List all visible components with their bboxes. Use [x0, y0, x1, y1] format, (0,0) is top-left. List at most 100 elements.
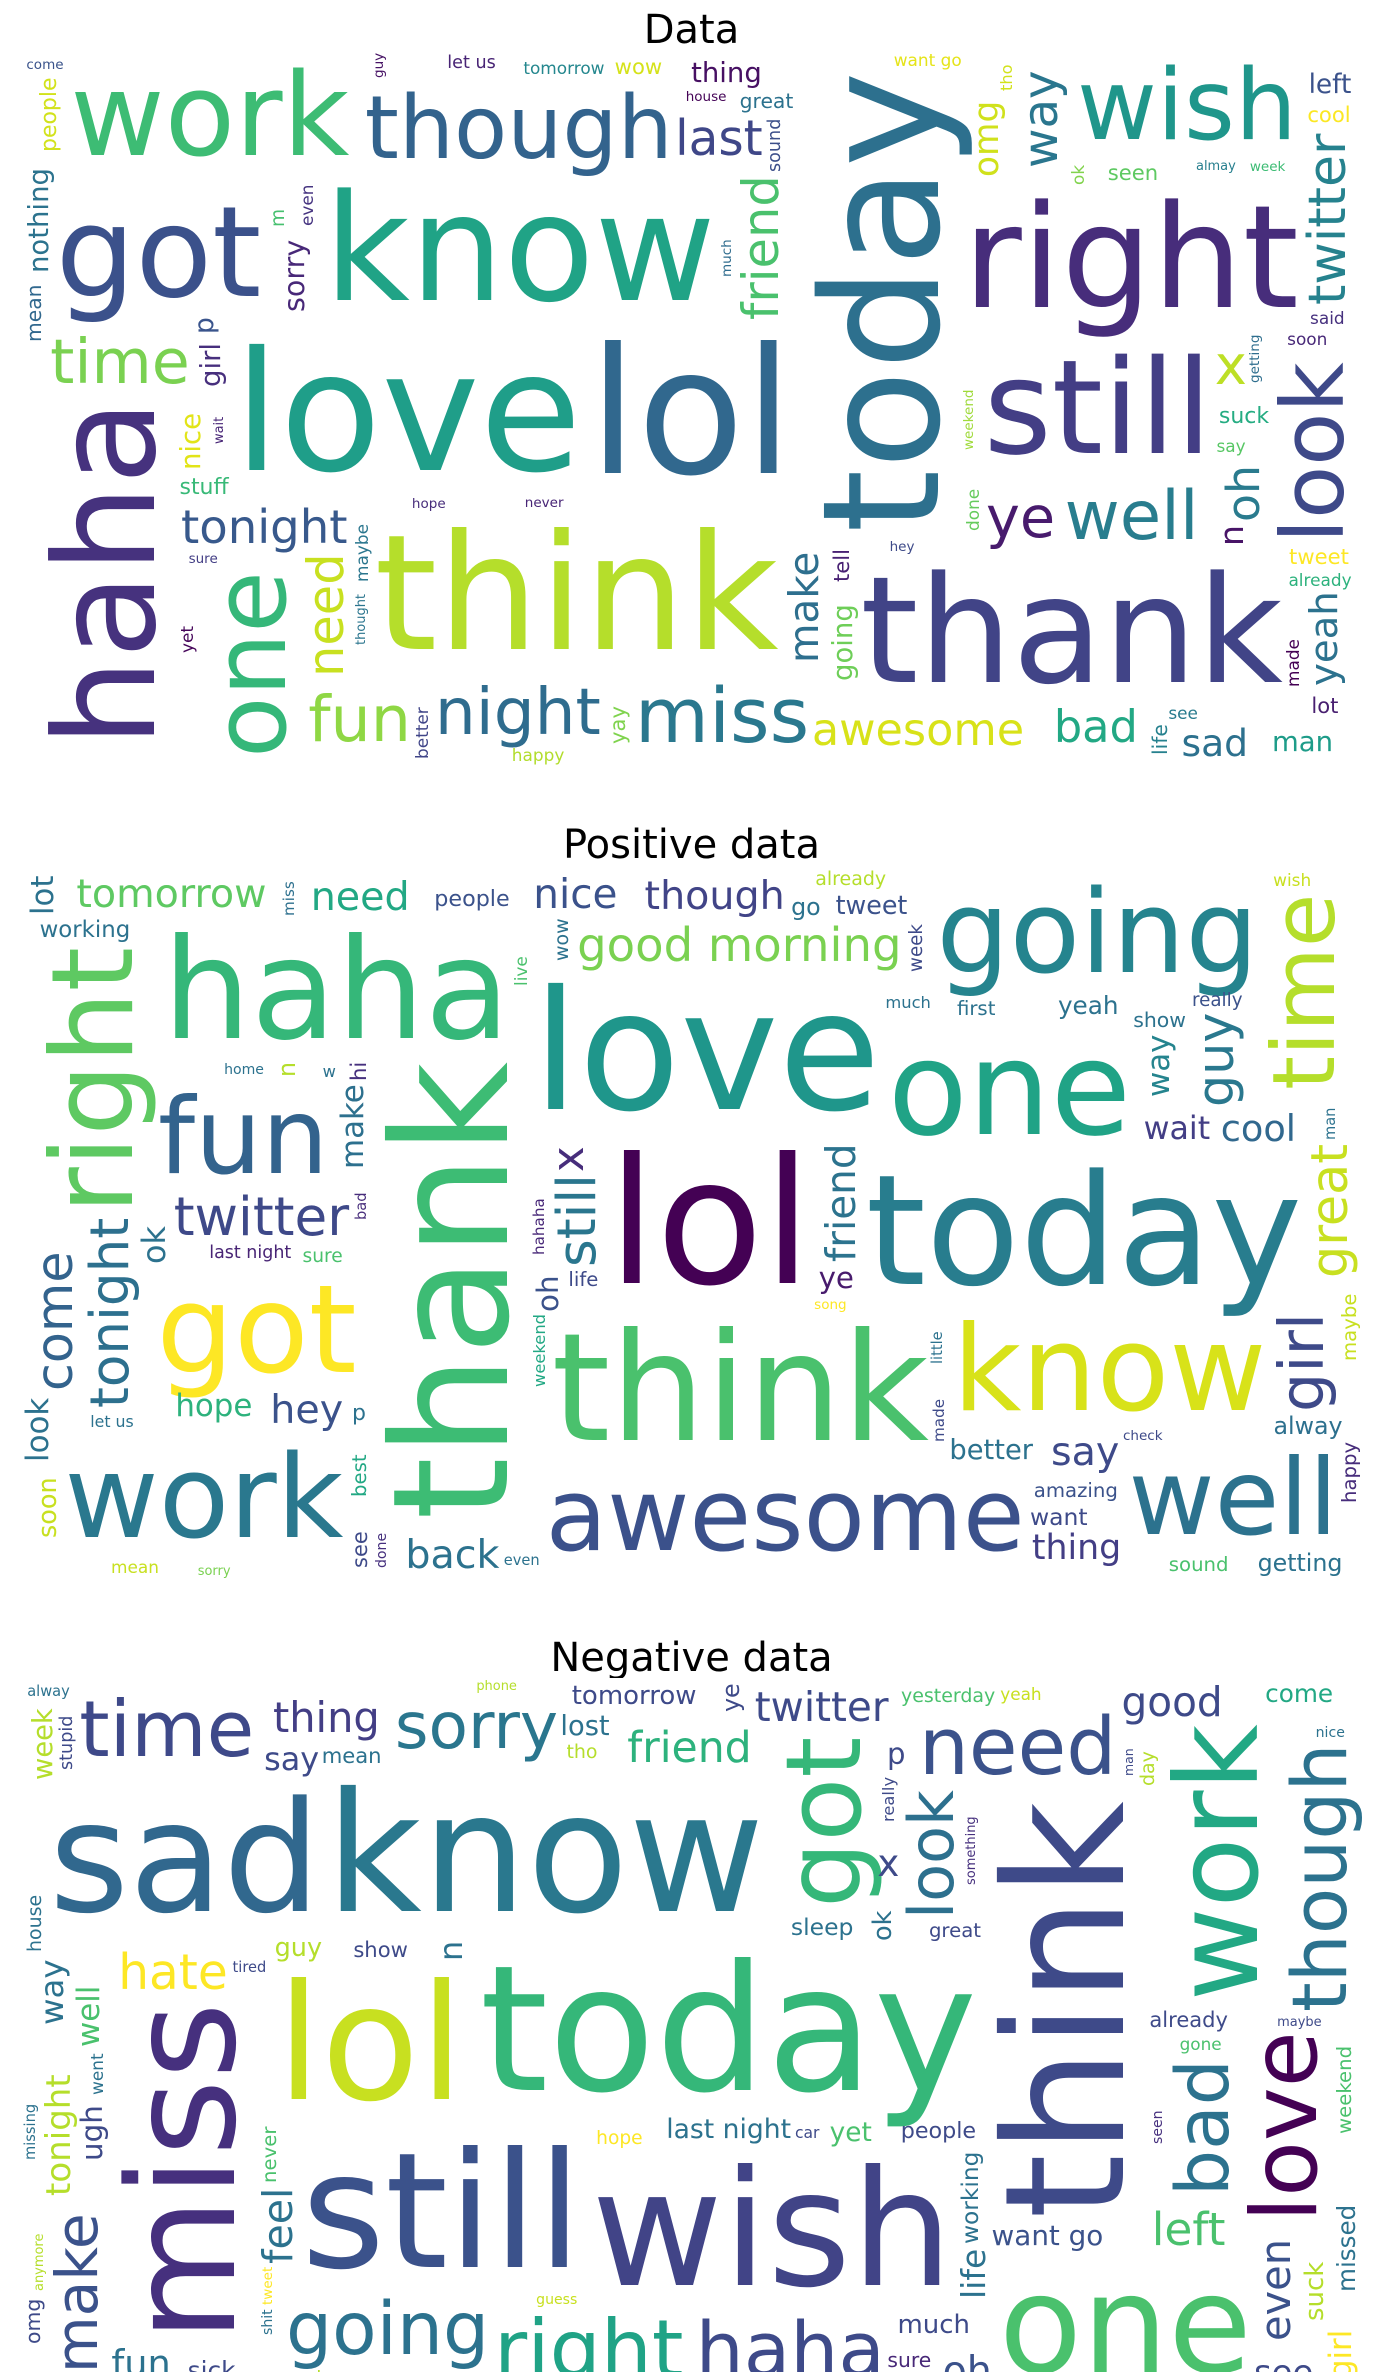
- cloud-word: got: [55, 179, 262, 327]
- cloud-word: maybe: [1277, 2014, 1322, 2030]
- cloud-word: going: [286, 2287, 490, 2372]
- cloud-word: yeah: [1057, 991, 1119, 1021]
- cloud-word: house: [685, 89, 727, 106]
- cloud-word: nice: [533, 870, 618, 919]
- cloud-word: anymore: [32, 2233, 48, 2291]
- cloud-word: want: [1029, 1502, 1088, 1531]
- cloud-word: done: [963, 488, 984, 532]
- cloud-word: life: [954, 2249, 994, 2300]
- cloud-word: x: [877, 1842, 900, 1886]
- cloud-word: suck: [1300, 2262, 1331, 2322]
- cloud-word: going: [936, 866, 1259, 1001]
- word-cloud-negative: today know think wish still lol sad miss work one…: [20, 1678, 1363, 2372]
- cloud-word: twitter: [1297, 133, 1358, 306]
- cloud-word: much: [885, 992, 931, 1012]
- cloud-word: mean: [111, 1556, 159, 1577]
- cloud-word: ye: [818, 1261, 854, 1296]
- cloud-word: yeah: [1000, 1684, 1042, 1705]
- cloud-word: tho: [566, 1740, 598, 1763]
- cloud-word: made: [1283, 639, 1304, 688]
- cloud-word: love: [233, 316, 582, 510]
- cloud-word: hope: [175, 1388, 253, 1425]
- cloud-word: n: [272, 1061, 301, 1077]
- cloud-word: soon: [33, 1477, 64, 1539]
- cloud-word: tonight: [181, 500, 348, 555]
- cloud-word: tomorrow: [523, 58, 605, 79]
- cloud-word: way: [1141, 1034, 1178, 1097]
- word-cloud-positive: lol love thank today think haha one awesome got k…: [20, 865, 1363, 1581]
- cloud-word: man: [1272, 725, 1334, 758]
- cloud-word: way: [33, 1959, 72, 2025]
- cloud-word: much: [897, 2310, 970, 2341]
- cloud-word: nice: [175, 412, 208, 470]
- cloud-word: bad: [1053, 701, 1138, 754]
- cloud-word: phone: [476, 1679, 517, 1695]
- cloud-word: friend: [731, 175, 790, 321]
- cloud-word: make: [43, 2212, 112, 2372]
- cloud-word: wish: [591, 2136, 953, 2324]
- cloud-word: sorry: [276, 239, 311, 312]
- cloud-word: yet: [177, 626, 198, 654]
- cloud-word: yay: [605, 705, 631, 744]
- cloud-word: back: [405, 1532, 500, 1579]
- cloud-word: much: [719, 239, 736, 278]
- cloud-word: great: [928, 1919, 981, 1943]
- cloud-word: alway: [27, 1683, 70, 1701]
- cloud-word: think: [970, 1800, 1164, 2219]
- cloud-word: weekend: [1332, 2045, 1356, 2134]
- cloud-word: wait: [212, 417, 228, 445]
- cloud-word: already: [815, 868, 887, 891]
- cloud-word: think: [551, 1302, 929, 1477]
- cloud-word: one: [191, 570, 309, 758]
- cloud-word: sorry: [197, 1564, 231, 1580]
- cloud-word: man: [1322, 1107, 1340, 1141]
- cloud-word: working: [39, 917, 131, 944]
- cloud-word: ok: [1067, 164, 1088, 185]
- cloud-word: live: [511, 955, 532, 986]
- cloud-word: seen: [1149, 2110, 1166, 2144]
- cloud-word: song: [814, 1296, 847, 1313]
- cloud-word: ye: [986, 484, 1056, 552]
- cloud-word: today: [865, 1141, 1303, 1321]
- cloud-word: happy: [1337, 1441, 1361, 1503]
- cloud-word: even: [503, 1551, 540, 1569]
- cloud-word: hey: [270, 1386, 344, 1433]
- cloud-word: weekend: [960, 389, 977, 451]
- cloud-word: haha: [695, 2306, 885, 2372]
- cloud-word: thing: [1031, 1527, 1122, 1568]
- cloud-word: right: [25, 947, 159, 1215]
- panel-title-negative: Negative data: [550, 1635, 833, 1681]
- cloud-word: tweet: [1289, 543, 1349, 569]
- cloud-word: thought: [354, 594, 370, 646]
- cloud-word: p: [887, 1736, 906, 1771]
- cloud-word: miss: [634, 671, 810, 761]
- cloud-word: need: [310, 874, 410, 921]
- cloud-word: let us: [90, 1412, 134, 1432]
- cloud-word: cool: [1220, 1106, 1296, 1150]
- cloud-word: week: [905, 924, 927, 973]
- cloud-word: amazing: [1033, 1478, 1118, 1502]
- cloud-word: work: [70, 50, 350, 184]
- cloud-word: life: [568, 1268, 599, 1292]
- cloud-word: ye: [716, 1683, 745, 1713]
- cloud-word: haha: [162, 908, 511, 1071]
- cloud-word: stuff: [179, 475, 229, 501]
- cloud-word: n: [1211, 525, 1251, 546]
- cloud-word: last night: [666, 2114, 792, 2146]
- cloud-word: oh: [942, 2348, 992, 2372]
- cloud-word: good: [1121, 1678, 1223, 1727]
- cloud-word: happy: [511, 745, 565, 766]
- cloud-word: see: [1168, 703, 1198, 724]
- cloud-word: awesome: [811, 703, 1025, 756]
- cloud-word: show: [353, 1936, 408, 1962]
- cloud-word: morning: [268, 2369, 345, 2372]
- cloud-word: look: [895, 1790, 969, 1919]
- cloud-word: wish: [1076, 50, 1297, 164]
- cloud-word: tired: [232, 1959, 267, 1977]
- panel-title-data: Data: [643, 7, 740, 53]
- cloud-word: let us: [447, 53, 496, 74]
- cloud-word: really: [878, 1776, 898, 1823]
- cloud-word: way: [1013, 70, 1070, 169]
- cloud-word: hope: [411, 495, 446, 512]
- cloud-word: done: [373, 1533, 390, 1569]
